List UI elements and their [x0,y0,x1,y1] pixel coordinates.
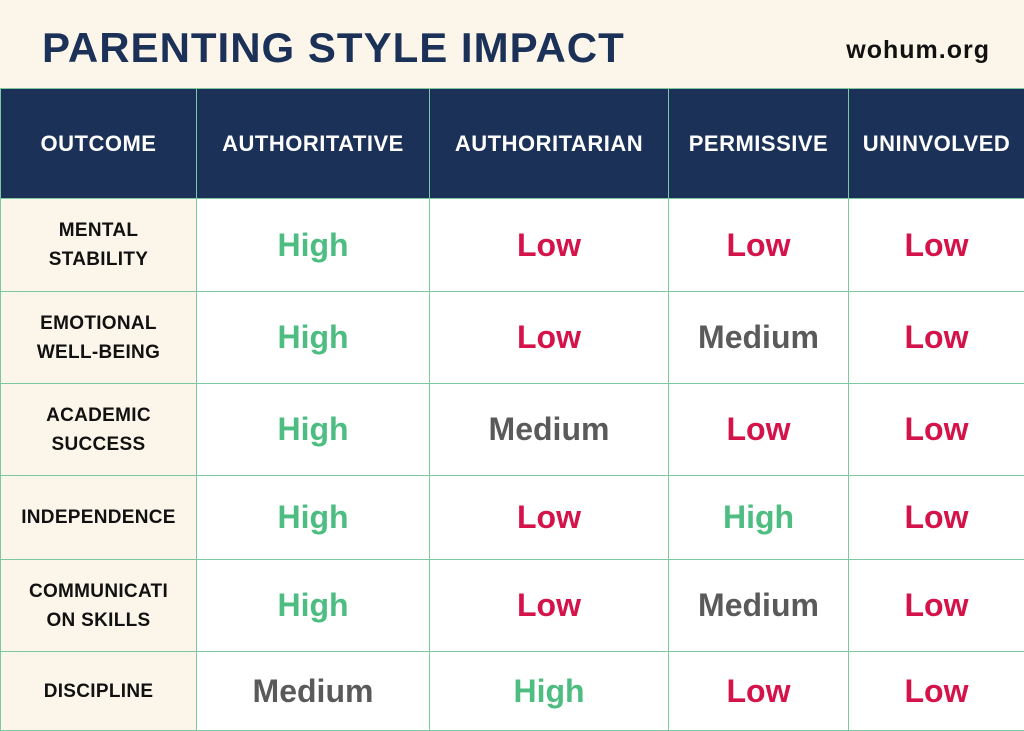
outcome-label-line: WELL-BEING [36,341,161,363]
outcome-label-line: ACADEMIC [46,404,151,426]
outcome-label-line: DISCIPLINE [43,680,154,702]
rating-cell: High [196,291,430,384]
column-header-authoritative: AUTHORITATIVE [196,88,430,199]
column-header-permissive: PERMISSIVE [668,88,849,199]
outcome-label-line: EMOTIONAL [40,312,157,334]
rating-cell: Medium [668,559,849,652]
column-header-uninvolved: UNINVOLVED [848,88,1024,199]
rating-cell: Low [848,198,1024,292]
rating-cell: Low [429,475,669,560]
rating-cell: Medium [668,291,849,384]
table-row: MENTAL STABILITY High Low Low Low [0,198,1024,292]
rating-cell: Medium [196,651,430,731]
table-row: INDEPENDENCE High Low High Low [0,475,1024,560]
outcome-label-line: ON SKILLS [46,609,151,631]
rating-cell: Low [429,291,669,384]
outcome-cell: DISCIPLINE [0,651,197,731]
outcome-label-line: SUCCESS [51,433,146,455]
column-header-outcome: OUTCOME [0,88,197,199]
outcome-cell: COMMUNICATI ON SKILLS [0,559,197,652]
outcome-cell: EMOTIONAL WELL-BEING [0,291,197,384]
table-row: COMMUNICATI ON SKILLS High Low Medium Low [0,559,1024,652]
rating-cell: High [196,198,430,292]
outcome-label-line: MENTAL [58,220,139,241]
table-row: DISCIPLINE Medium High Low Low [0,651,1024,731]
rating-cell: Low [848,475,1024,560]
rating-cell: Medium [429,383,669,476]
outcome-label-line: STABILITY [48,249,149,270]
rating-cell: Low [429,198,669,292]
rating-cell: Low [848,291,1024,384]
outcome-label-line: COMMUNICATI [28,580,169,602]
rating-cell: Low [848,559,1024,652]
table-body: MENTAL STABILITY High Low Low Low EMOTIONAL WEL… [0,198,1024,731]
outcome-cell: MENTAL STABILITY [0,198,197,292]
rating-cell: High [196,559,430,652]
impact-table: OUTCOME AUTHORITATIVE AUTHORITARIAN PERM… [0,88,1024,731]
rating-cell: High [429,651,669,731]
page-title: PARENTING STYLE IMPACT [42,24,625,71]
outcome-label-line: INDEPENDENCE [21,507,176,528]
rating-cell: Low [848,651,1024,731]
outcome-cell: INDEPENDENCE [0,475,197,560]
rating-cell: Low [668,383,849,476]
rating-cell: Low [848,383,1024,476]
table-row: ACADEMIC SUCCESS High Medium Low Low [0,383,1024,476]
outcome-cell: ACADEMIC SUCCESS [0,383,197,476]
site-name: wohum.org [846,36,990,64]
rating-cell: Low [668,198,849,292]
table-row: EMOTIONAL WELL-BEING High Low Medium Low [0,291,1024,384]
rating-cell: High [196,383,430,476]
rating-cell: High [196,475,430,560]
rating-cell: Low [429,559,669,652]
rating-cell: Low [668,651,849,731]
rating-cell: High [668,475,849,560]
header: PARENTING STYLE IMPACT wohum.org [0,0,1024,88]
header-row: OUTCOME AUTHORITATIVE AUTHORITARIAN PERM… [0,88,1024,199]
column-header-authoritarian: AUTHORITARIAN [429,88,669,199]
